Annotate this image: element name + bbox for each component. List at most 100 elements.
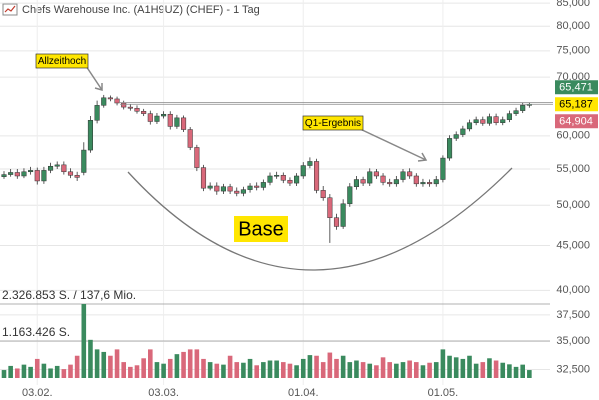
candle-body (240, 189, 246, 194)
volume-bar (507, 364, 512, 378)
volume-bar (274, 360, 279, 378)
volume-bar (221, 364, 226, 378)
volume-bar (281, 362, 286, 378)
volume-bar (21, 364, 27, 378)
volume-tick-label: 2.326.853 S. / 137,6 Mio. (2, 288, 136, 302)
volume-bar (247, 358, 253, 378)
volume-bar (487, 358, 492, 378)
candle-body (181, 117, 187, 130)
candle-body (94, 105, 100, 121)
candle-body (101, 97, 107, 106)
volume-bar (8, 365, 13, 378)
candle-body (353, 179, 359, 187)
volume-bar (261, 362, 266, 378)
volume-bar (513, 366, 519, 378)
y-tick-label: 37,500 (556, 309, 590, 321)
x-tick-label: 01.05. (428, 387, 459, 399)
volume-bar (101, 351, 107, 378)
volume-bar (314, 355, 319, 378)
volume-bar (241, 362, 246, 378)
candle-body (161, 113, 167, 117)
y-tick-label: 32,500 (556, 363, 590, 375)
candle-body (307, 161, 313, 166)
volume-bar (500, 362, 506, 378)
title-icon (2, 3, 18, 16)
price-tag (555, 97, 598, 112)
volume-bar (374, 365, 379, 378)
candle-body (274, 175, 280, 177)
volume-bar (187, 349, 193, 378)
volume-bar (453, 357, 459, 378)
candle-body (413, 175, 419, 185)
candle-body (280, 175, 286, 181)
volume-bar (254, 365, 259, 378)
volume-bar (54, 365, 60, 378)
volume-bar (88, 339, 93, 378)
candle-body (500, 119, 506, 123)
candle-body (187, 129, 193, 148)
volume-bar (108, 355, 113, 378)
volume-bar (167, 358, 173, 378)
candle-body (427, 182, 433, 185)
annotation: Allzeithoch (38, 56, 86, 67)
candle-body (287, 179, 293, 184)
candle-body (486, 116, 492, 124)
price-tag (555, 80, 598, 95)
volume-bar (15, 368, 20, 378)
candle-body (54, 164, 60, 167)
y-tick-label: 70,000 (556, 71, 590, 83)
candle-body (14, 172, 20, 177)
candle-body (440, 157, 446, 180)
volume-bar (114, 349, 120, 378)
candle-body (214, 185, 220, 192)
volume-bar (121, 362, 126, 378)
volume-bar (48, 368, 53, 378)
volume-bar (294, 365, 299, 378)
volume-bar (380, 357, 386, 378)
volume-bar (387, 362, 392, 378)
volume-bar (414, 362, 419, 378)
volume-bar (460, 358, 466, 378)
candle-body (200, 167, 207, 189)
x-tick-label: 01.04. (288, 387, 319, 399)
price-tag-label: 64,904 (559, 116, 593, 128)
candle-body (81, 149, 87, 173)
candle-body (300, 165, 306, 177)
volume-bar (181, 351, 186, 378)
volume-bar (307, 355, 313, 378)
candle-body (134, 108, 140, 112)
volume-bar (340, 355, 346, 378)
candle-body (167, 113, 173, 127)
volume-bar (74, 355, 80, 378)
volume-bar (473, 363, 479, 378)
volume-bar (201, 358, 206, 378)
volume-bar (440, 349, 446, 378)
candle-body (121, 102, 127, 108)
candle-body (67, 171, 74, 176)
x-tick-label: 03.02. (22, 387, 53, 399)
candle-body (194, 147, 200, 168)
candle-body (333, 217, 340, 227)
candle-body (380, 175, 386, 183)
volume-bar (520, 364, 525, 378)
volume-bar (400, 362, 406, 378)
annotation-box (302, 115, 364, 131)
candle-body (34, 170, 40, 182)
volume-bar (447, 355, 452, 378)
volume-bar (267, 360, 273, 378)
candle-body (387, 182, 393, 185)
volume-bar (214, 363, 220, 378)
candle-body (154, 115, 160, 122)
y-tick-label: 75,000 (556, 45, 590, 57)
base-arc (127, 167, 513, 271)
volume-tick-label: 1.163.426 S. (2, 325, 70, 339)
volume-bar (394, 363, 399, 378)
candle-body (367, 171, 373, 184)
candle-body (220, 186, 226, 192)
y-tick-label: 35,000 (556, 335, 590, 347)
candle-body (420, 182, 426, 185)
candle-body (147, 113, 153, 122)
